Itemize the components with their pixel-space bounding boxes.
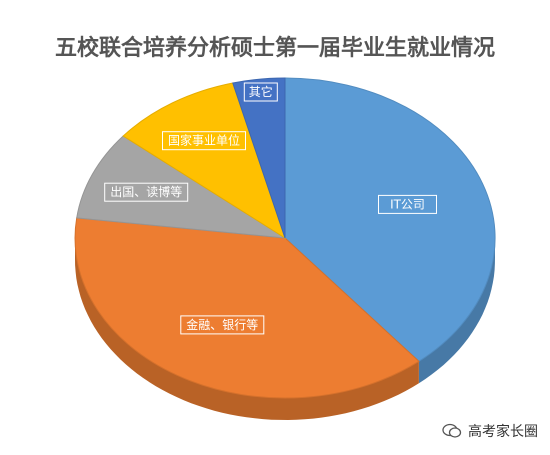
slice-label-box-2 [104,182,189,202]
slice-label-box-3 [162,131,246,151]
slice-label-text-0: IT公司 [390,197,425,211]
wechat-icon [442,423,462,439]
slice-label-box-4 [243,82,278,102]
pie-side-walls [75,235,495,420]
slice-label-box-0 [378,194,437,214]
pie-slice-4 [232,77,286,239]
slice-label-3: 国家事业单位 [162,131,246,151]
slice-label-1: 金融、银行等 [180,315,265,335]
slice-label-box-1 [180,315,265,335]
slice-label-text-4: 其它 [249,84,273,99]
slice-label-2: 出国、读博等 [104,182,189,202]
watermark: 高考家长圈 [442,421,538,441]
pie-side-1 [75,237,419,420]
slice-label-text-2: 出国、读博等 [110,184,182,199]
pie-slice-3 [122,82,286,240]
slice-label-text-3: 国家事业单位 [168,133,240,148]
chart-title: 五校联合培养分析硕士第一届毕业生就业情况 [54,36,495,61]
pie-slice-0 [284,77,496,362]
pie-slice-1 [74,217,420,399]
slice-label-text-1: 金融、银行等 [186,317,258,332]
slice-label-4: 其它 [243,82,278,102]
slice-label-0: IT公司 [378,194,437,214]
watermark-text: 高考家长圈 [468,424,538,440]
pie-side-0 [418,235,495,384]
